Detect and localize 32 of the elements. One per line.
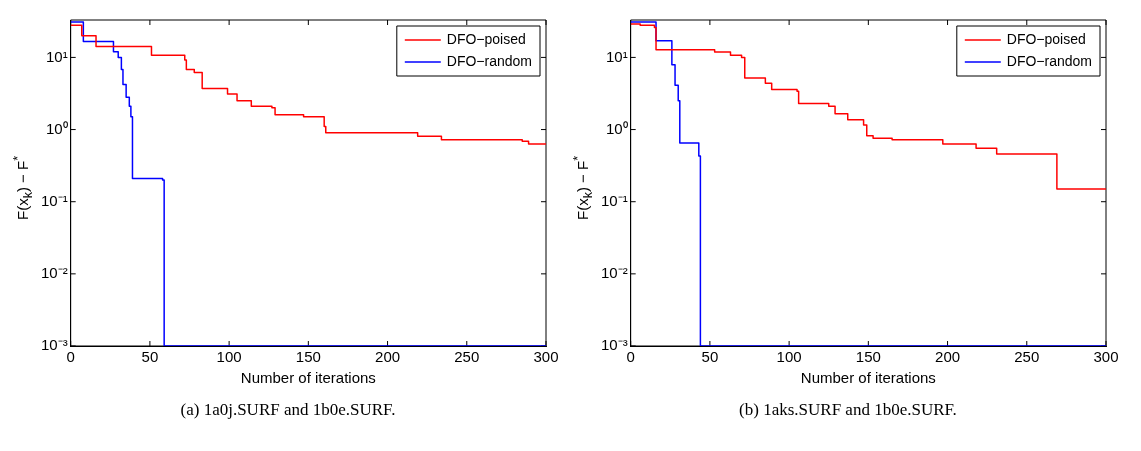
x-tick-label: 50 [701, 348, 719, 366]
legend-label: DFO−random [1006, 52, 1093, 69]
x-tick-label: 150 [855, 348, 881, 366]
x-tick-label: 100 [776, 348, 802, 366]
x-tick-label: 250 [1014, 348, 1040, 366]
x-tick-label: 100 [216, 348, 242, 366]
y-tick-label: 10¹ [605, 47, 628, 65]
x-tick-label: 250 [454, 348, 480, 366]
y-tick-label: 10⁻³ [40, 336, 68, 354]
y-tick-label: 10⁻² [40, 263, 68, 281]
y-tick-label: 10⁻³ [600, 336, 628, 354]
x-tick-label: 300 [1093, 348, 1119, 366]
x-axis-title: Number of iterations [800, 369, 936, 387]
x-tick-label: 150 [295, 348, 321, 366]
y-tick-label: 10⁻¹ [600, 191, 628, 209]
y-tick-label: 10⁻² [600, 263, 628, 281]
x-tick-label: 50 [141, 348, 159, 366]
legend-label: DFO−random [446, 52, 533, 69]
y-tick-label: 10⁰ [605, 119, 628, 137]
text: (b) 1aks.SURF and 1b0e.SURF. [738, 400, 958, 420]
x-tick-label: 200 [935, 348, 961, 366]
legend-label: DFO−poised [1006, 30, 1086, 47]
y-tick-label: 10⁻¹ [40, 191, 68, 209]
x-tick-label: 200 [375, 348, 401, 366]
x-tick-label: 0 [626, 348, 635, 366]
y-tick-label: 10⁰ [45, 119, 68, 137]
text: (a) 1a0j.SURF and 1b0e.SURF. [179, 400, 397, 420]
legend-label: DFO−poised [446, 30, 526, 47]
x-tick-label: 300 [533, 348, 559, 366]
x-axis-title: Number of iterations [240, 369, 376, 387]
y-tick-label: 10¹ [45, 47, 68, 65]
x-tick-label: 0 [66, 348, 75, 366]
